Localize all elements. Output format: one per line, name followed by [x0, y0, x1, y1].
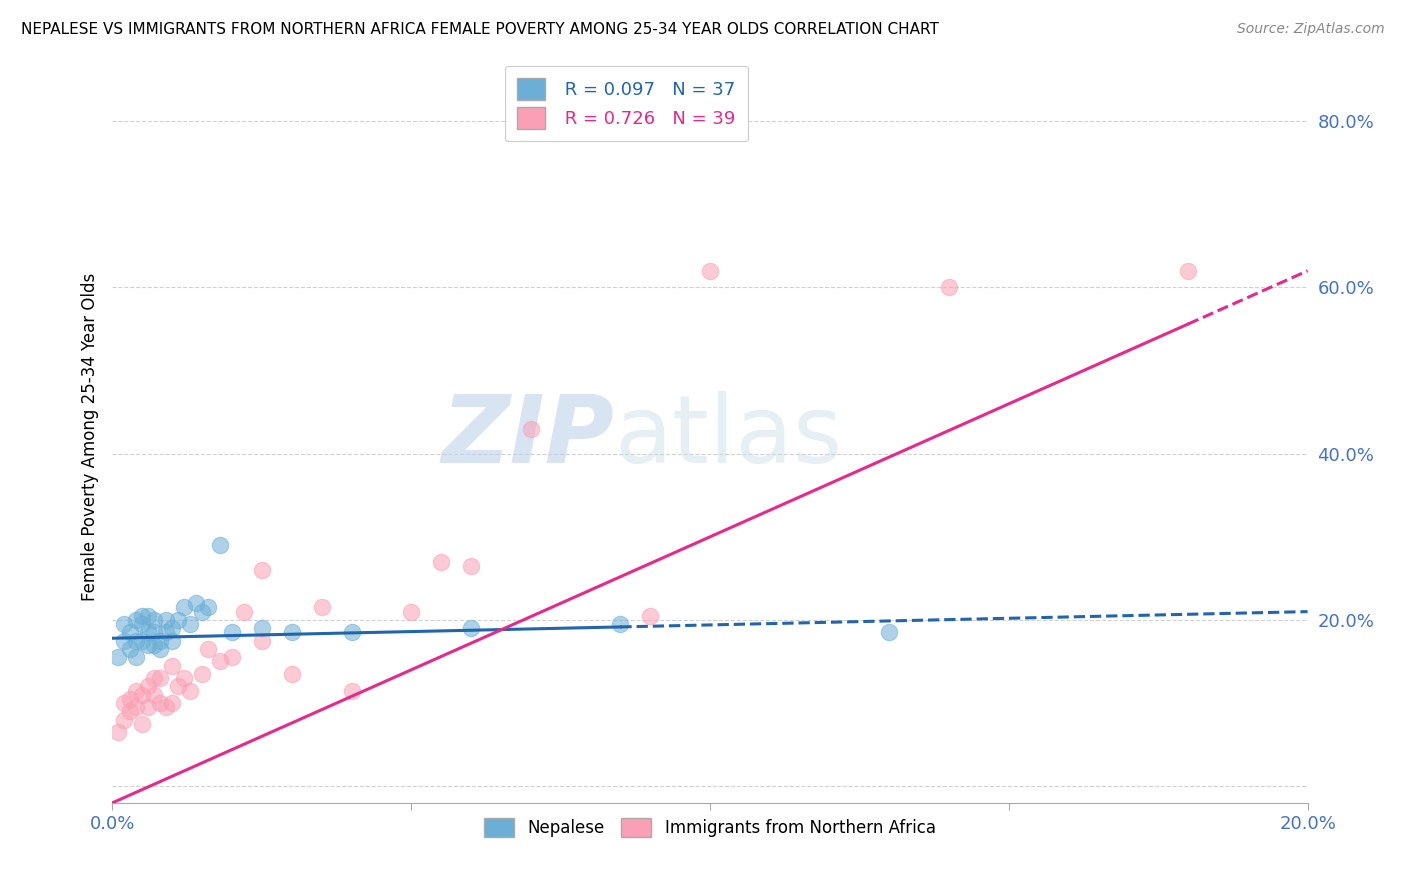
Point [197, 600, 219, 615]
Point [460, 558, 482, 573]
Point [131, 716, 153, 731]
Point [120, 705, 142, 719]
Point [131, 688, 153, 702]
Point [107, 725, 129, 739]
Point [879, 625, 901, 640]
Point [114, 633, 135, 648]
Point [173, 671, 195, 685]
Text: atlas: atlas [614, 391, 842, 483]
Point [125, 683, 148, 698]
Point [162, 658, 183, 673]
Point [430, 555, 453, 569]
Point [114, 617, 135, 632]
Point [209, 655, 232, 669]
Point [162, 696, 183, 710]
Point [179, 683, 201, 698]
Point [340, 683, 363, 698]
Point [162, 621, 183, 635]
Point [250, 621, 273, 635]
Point [167, 680, 190, 694]
Point [609, 617, 631, 632]
Point [107, 650, 129, 665]
Point [250, 563, 273, 577]
Point [149, 633, 172, 648]
Y-axis label: Female Poverty Among 25-34 Year Olds: Female Poverty Among 25-34 Year Olds [80, 273, 98, 601]
Point [173, 600, 195, 615]
Point [209, 538, 232, 552]
Point [401, 605, 423, 619]
Point [120, 642, 142, 657]
Point [1177, 264, 1199, 278]
Point [143, 638, 166, 652]
Point [125, 700, 148, 714]
Point [520, 422, 543, 436]
Point [131, 608, 153, 623]
Point [143, 613, 166, 627]
Point [125, 613, 148, 627]
Point [155, 613, 177, 627]
Point [149, 642, 172, 657]
Point [155, 700, 177, 714]
Point [311, 600, 333, 615]
Point [125, 633, 148, 648]
Point [186, 596, 208, 610]
Point [143, 625, 166, 640]
Legend: Nepalese, Immigrants from Northern Africa: Nepalese, Immigrants from Northern Afric… [475, 810, 945, 846]
Point [460, 621, 482, 635]
Point [138, 638, 160, 652]
Point [340, 625, 363, 640]
Point [221, 625, 243, 640]
Point [138, 625, 160, 640]
Point [699, 264, 721, 278]
Point [938, 280, 960, 294]
Text: Source: ZipAtlas.com: Source: ZipAtlas.com [1237, 22, 1385, 37]
Point [221, 650, 243, 665]
Point [191, 667, 214, 681]
Point [138, 608, 160, 623]
Point [131, 617, 153, 632]
Point [640, 608, 662, 623]
Text: NEPALESE VS IMMIGRANTS FROM NORTHERN AFRICA FEMALE POVERTY AMONG 25-34 YEAR OLDS: NEPALESE VS IMMIGRANTS FROM NORTHERN AFR… [21, 22, 939, 37]
Point [114, 696, 135, 710]
Point [197, 642, 219, 657]
Point [191, 605, 214, 619]
Point [114, 713, 135, 727]
Point [131, 633, 153, 648]
Point [281, 625, 304, 640]
Point [149, 671, 172, 685]
Point [155, 625, 177, 640]
Point [149, 696, 172, 710]
Point [120, 625, 142, 640]
Point [143, 688, 166, 702]
Point [138, 700, 160, 714]
Point [120, 692, 142, 706]
Point [143, 671, 166, 685]
Point [179, 617, 201, 632]
Point [138, 680, 160, 694]
Point [281, 667, 304, 681]
Point [233, 605, 256, 619]
Point [125, 650, 148, 665]
Point [167, 613, 190, 627]
Point [250, 633, 273, 648]
Text: ZIP: ZIP [441, 391, 614, 483]
Point [162, 633, 183, 648]
